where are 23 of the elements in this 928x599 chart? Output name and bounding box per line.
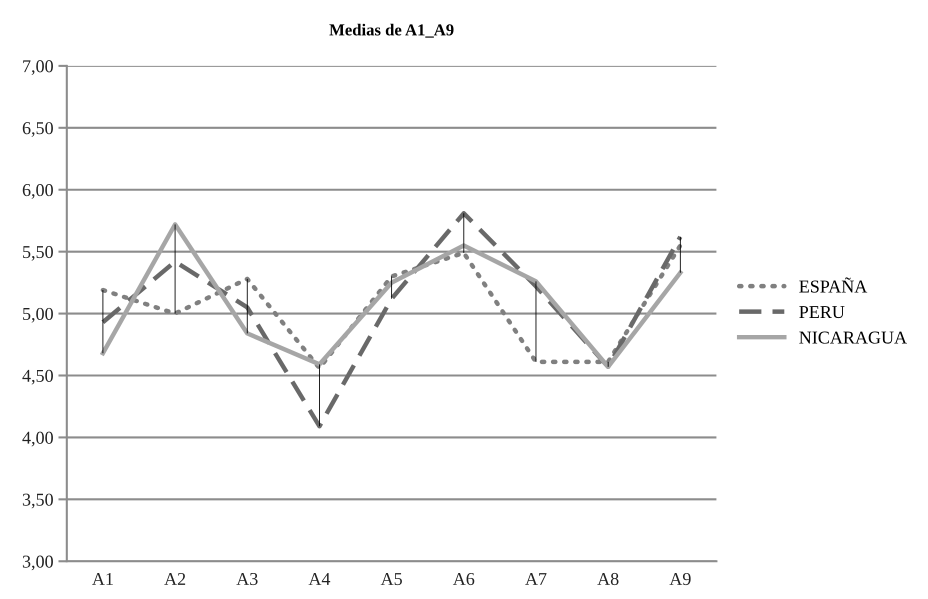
y-tick-label: 3,00: [22, 556, 53, 570]
x-tick-label: A9: [669, 572, 691, 586]
y-tick-label: 4,00: [22, 432, 53, 446]
legend-label: ESPAÑA: [799, 277, 868, 293]
y-tick-label: 3,50: [22, 494, 53, 508]
legend-label: PERU: [799, 306, 845, 318]
x-tick-label: A4: [308, 572, 330, 585]
x-tick-label: A6: [452, 572, 474, 586]
x-tick-label: A1: [92, 572, 113, 585]
x-tick-label: A5: [380, 572, 402, 586]
y-tick-label: 5,50: [23, 246, 53, 261]
chart-title: Medias de A1_A9: [329, 24, 454, 38]
y-tick-label: 6,00: [22, 184, 53, 199]
y-tick-label: 5,00: [23, 308, 53, 323]
line-series: [100, 211, 683, 428]
x-tick-label: A2: [164, 572, 186, 585]
y-tick-label: 7,00: [23, 60, 53, 75]
x-tick-label: A8: [597, 572, 618, 586]
y-tick-label: 4,50: [22, 370, 53, 385]
x-tick-label: A3: [236, 572, 258, 586]
y-tick-label: 6,50: [22, 122, 53, 137]
x-tick-label: A7: [525, 572, 546, 585]
legend-label: NICARAGUA: [799, 332, 907, 344]
